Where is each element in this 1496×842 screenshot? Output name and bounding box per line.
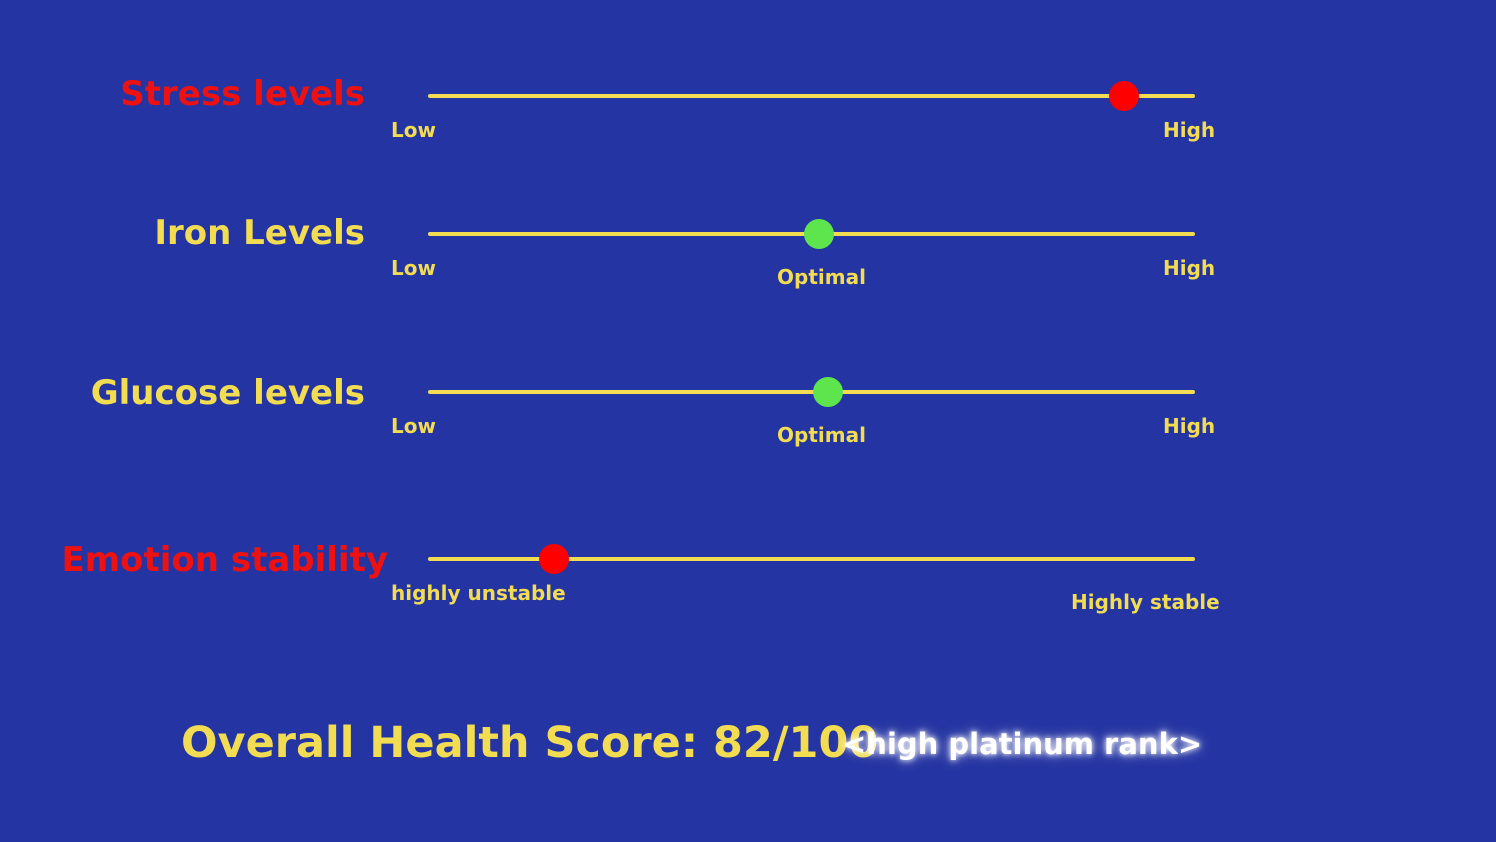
metric-label-iron: Iron Levels [154, 213, 365, 253]
tick-label-high: High [1163, 118, 1216, 142]
slider-marker-stress[interactable] [1109, 81, 1140, 111]
slider-track-stress [428, 81, 1195, 111]
metric-label-emotion: Emotion stability [61, 540, 388, 580]
overall-health-score: Overall Health Score: 82/100 [181, 718, 879, 768]
tick-label-highly-unstable: highly unstable [391, 581, 566, 605]
slider-marker-iron[interactable] [804, 219, 835, 249]
tick-label-high: High [1163, 414, 1216, 438]
tick-label-low: Low [391, 414, 436, 438]
rank-badge: <high platinum rank> [842, 727, 1203, 761]
tick-label-high: High [1163, 256, 1216, 280]
slider-track-iron [428, 219, 1195, 249]
metric-label-stress: Stress levels [120, 74, 365, 114]
tick-label-highly-stable: Highly stable [1071, 590, 1220, 614]
slider-marker-emotion[interactable] [538, 544, 569, 574]
tick-label-low: Low [391, 256, 436, 280]
tick-label-low: Low [391, 118, 436, 142]
metric-label-glucose: Glucose levels [90, 373, 365, 413]
tick-label-optimal: Optimal [777, 265, 866, 289]
slider-track-glucose [428, 377, 1195, 407]
slider-track-emotion [428, 544, 1195, 574]
tick-label-optimal: Optimal [777, 423, 866, 447]
slider-marker-glucose[interactable] [812, 377, 843, 407]
